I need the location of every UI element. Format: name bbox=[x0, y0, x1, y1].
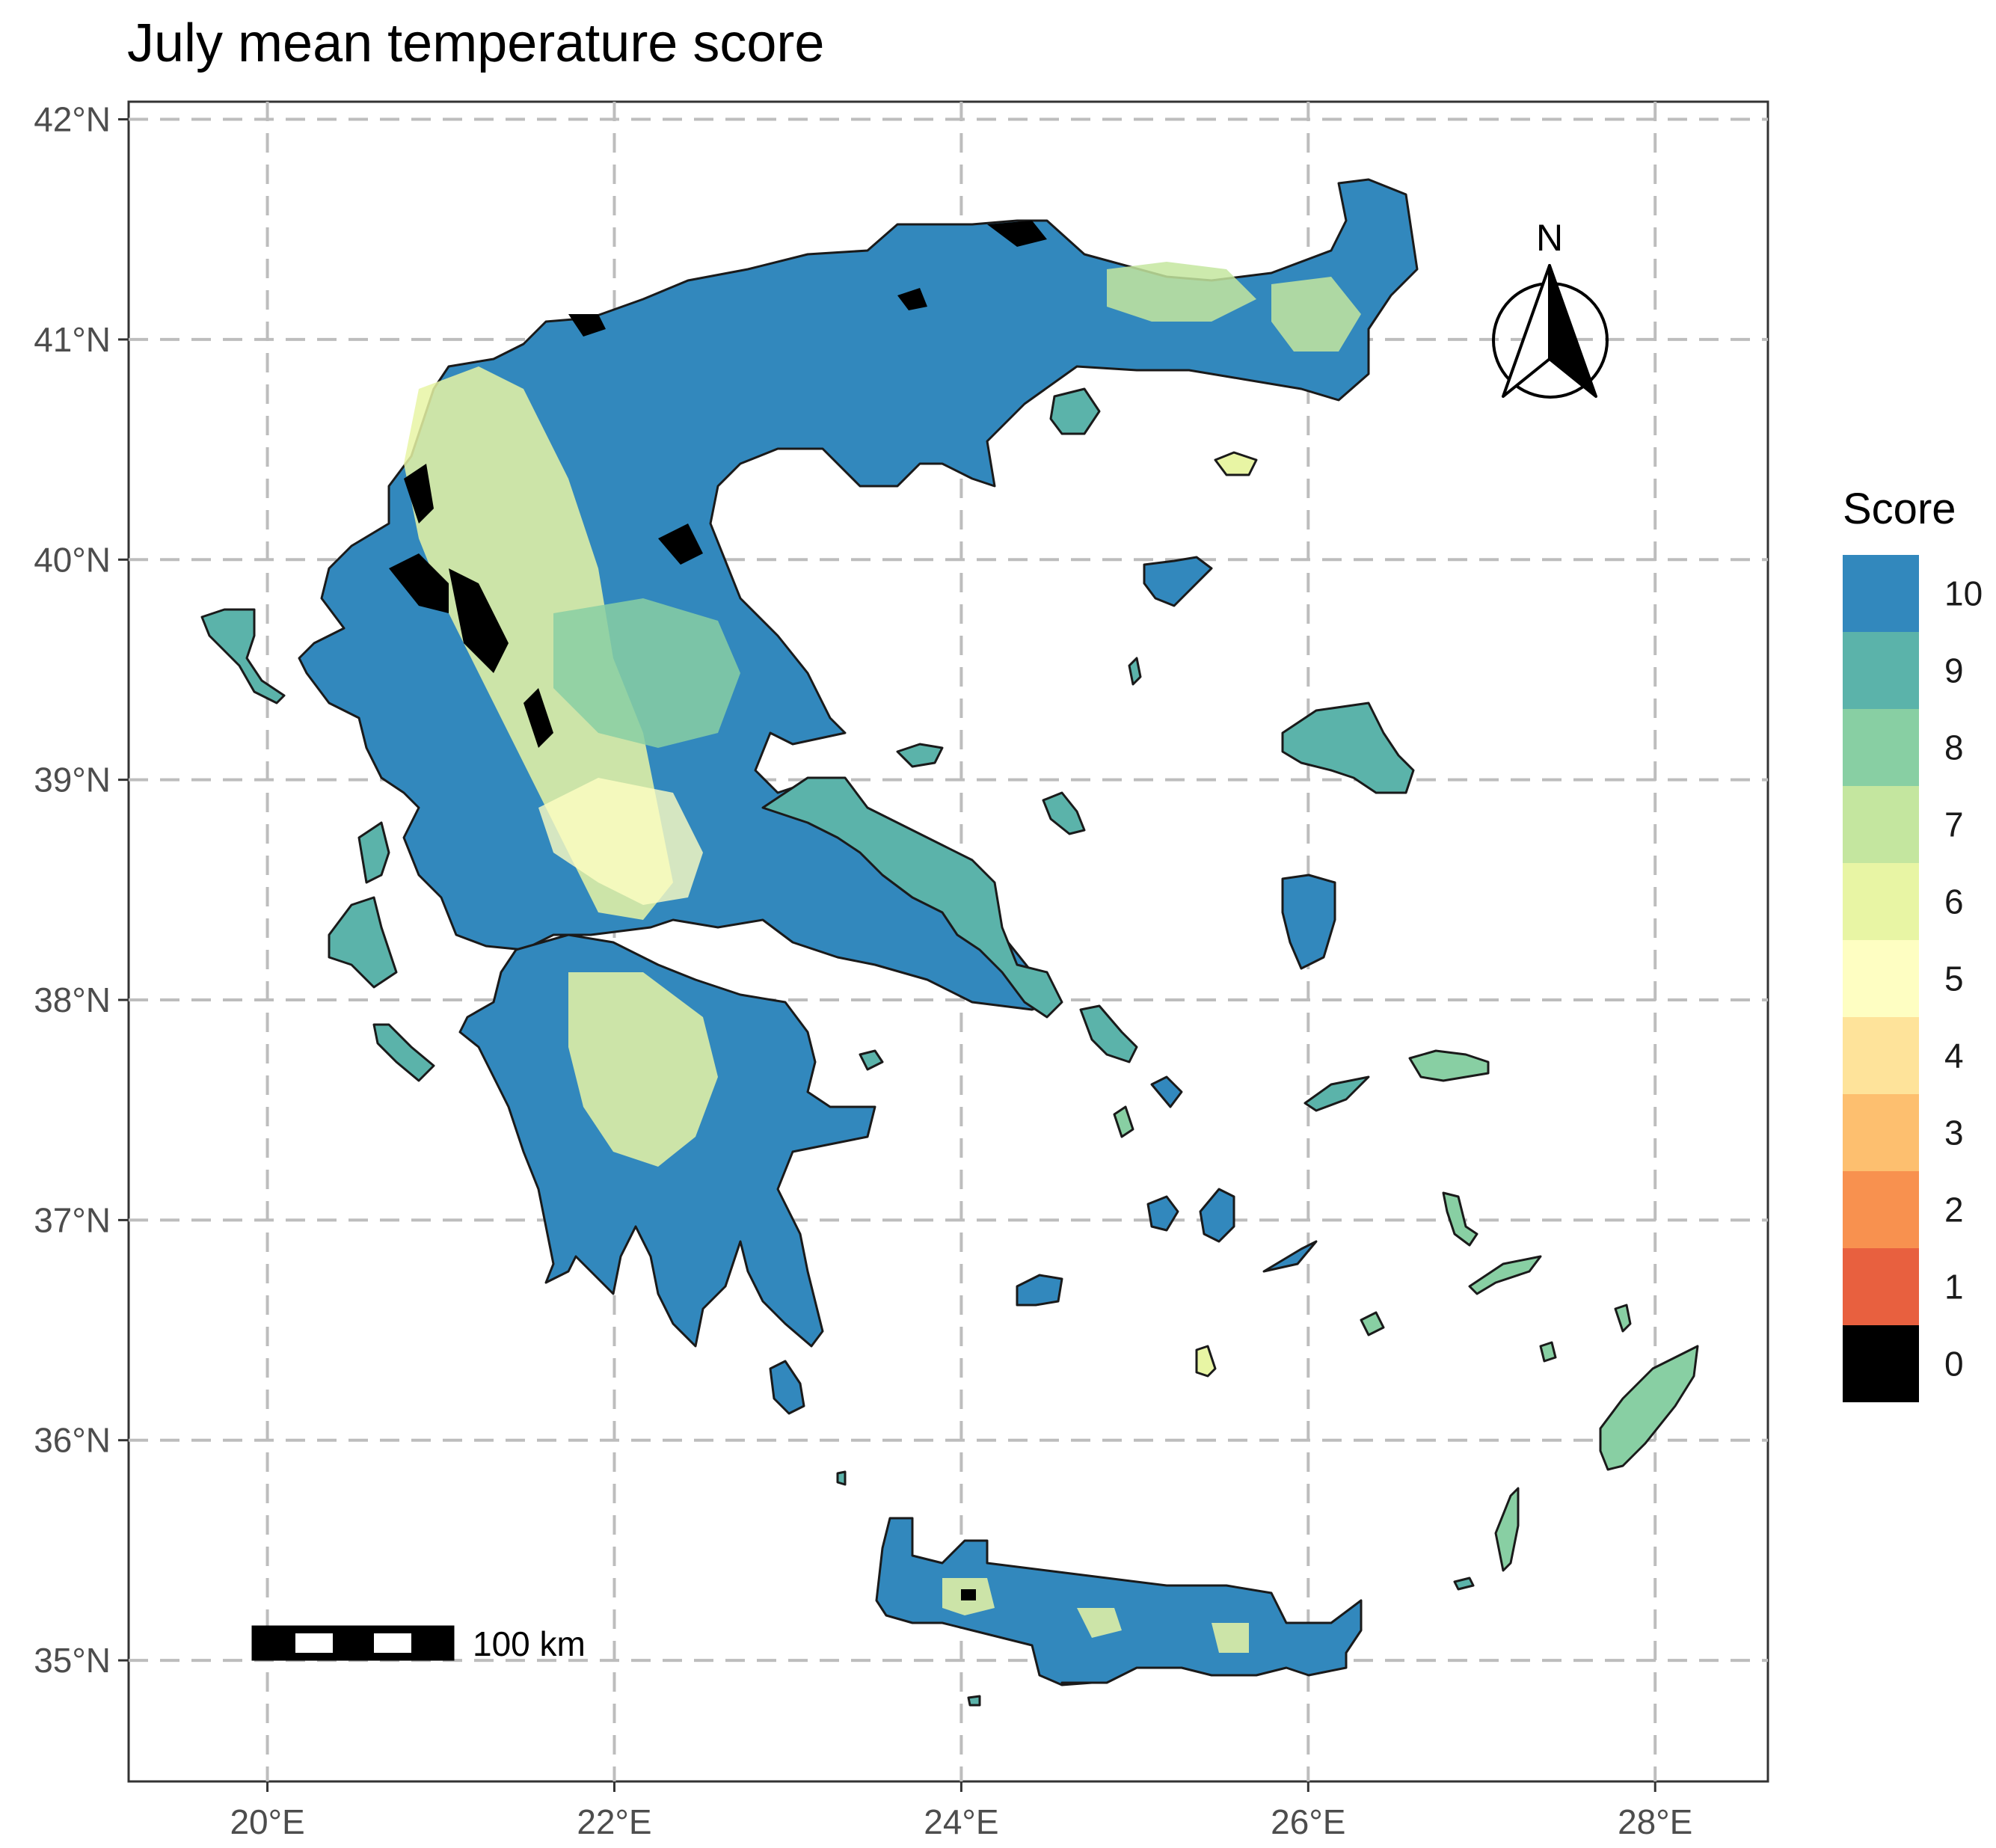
y-tick-label: 40°N bbox=[34, 540, 111, 579]
amorgos-island bbox=[1262, 1240, 1318, 1273]
kefalonia-island bbox=[328, 896, 398, 989]
x-tick-label: 22°E bbox=[577, 1802, 651, 1841]
y-tick-label: 35°N bbox=[34, 1641, 111, 1680]
pindus-peaks bbox=[389, 464, 553, 748]
crete-peaks bbox=[961, 1589, 976, 1600]
x-tick-label: 24°E bbox=[924, 1802, 998, 1841]
thrace-highlands bbox=[1107, 262, 1361, 352]
north-arrow: N bbox=[1492, 217, 1609, 399]
gavdos-island bbox=[967, 1695, 981, 1707]
karpathos-island bbox=[1494, 1487, 1520, 1572]
tinos-island bbox=[1150, 1075, 1183, 1108]
legend-swatch bbox=[1843, 709, 1919, 786]
corfu-island bbox=[200, 608, 286, 704]
thasos-island bbox=[1049, 387, 1101, 435]
samothrace-island bbox=[1214, 451, 1258, 476]
antikythera-island bbox=[836, 1470, 847, 1486]
y-tick-label: 42°N bbox=[34, 100, 111, 139]
crete-highlands bbox=[942, 1578, 1249, 1653]
euboea bbox=[761, 776, 1063, 1019]
legend-swatch bbox=[1843, 632, 1919, 709]
lefkada-island bbox=[357, 821, 390, 884]
scale-bar-label: 100 km bbox=[473, 1624, 586, 1663]
legend-label: 9 bbox=[1944, 651, 1964, 690]
x-tick-label: 20°E bbox=[230, 1802, 304, 1841]
legend-swatch bbox=[1843, 786, 1919, 863]
thessaly-plain bbox=[553, 598, 740, 748]
legend-label: 1 bbox=[1944, 1268, 1964, 1307]
limnos-island bbox=[1143, 556, 1213, 607]
kasos-island bbox=[1453, 1577, 1475, 1591]
legend-swatch bbox=[1843, 1248, 1919, 1325]
kos-island bbox=[1468, 1255, 1542, 1295]
y-tick-label: 39°N bbox=[34, 761, 111, 799]
scale-bar: 100 km bbox=[251, 1624, 586, 1663]
legend-label: 10 bbox=[1944, 574, 1983, 613]
sporades-islands bbox=[896, 743, 944, 768]
ikaria-island bbox=[1303, 1075, 1370, 1112]
legend-label: 7 bbox=[1944, 805, 1964, 844]
zakynthos-island bbox=[372, 1023, 435, 1082]
syros-island bbox=[1113, 1105, 1134, 1138]
kythira-island bbox=[769, 1360, 805, 1415]
north-arrow-label: N bbox=[1536, 217, 1563, 259]
northern-peaks bbox=[568, 221, 1047, 337]
legend-label: 6 bbox=[1944, 882, 1964, 921]
lesbos-island bbox=[1281, 702, 1415, 794]
peloponnese-highlands bbox=[568, 972, 718, 1167]
olympus-peak bbox=[658, 524, 703, 565]
samos-island bbox=[1408, 1049, 1490, 1082]
legend-swatch bbox=[1843, 1017, 1919, 1094]
legend-swatch bbox=[1843, 940, 1919, 1017]
y-tick-label: 38°N bbox=[34, 980, 111, 1019]
map-title: July mean temperature score bbox=[127, 13, 824, 73]
central-highlands bbox=[538, 778, 703, 905]
chios-island bbox=[1281, 874, 1336, 970]
andros-island bbox=[1079, 1004, 1138, 1063]
santorini-island bbox=[1195, 1345, 1217, 1378]
relief-overlay bbox=[389, 221, 1361, 1653]
legend-label: 4 bbox=[1944, 1037, 1964, 1075]
legend-swatch bbox=[1843, 555, 1919, 632]
salamina-aegina-islands bbox=[859, 1049, 884, 1071]
legend-swatch bbox=[1843, 1094, 1919, 1171]
legend-swatch bbox=[1843, 1171, 1919, 1248]
graticule bbox=[129, 102, 1768, 1781]
naxos-island bbox=[1199, 1188, 1235, 1243]
legend-label: 0 bbox=[1944, 1345, 1964, 1384]
legend-title: Score bbox=[1843, 485, 1956, 533]
legend-label: 8 bbox=[1944, 728, 1964, 767]
small-dodecanese-island-2 bbox=[1539, 1341, 1557, 1363]
x-tick-label: 26°E bbox=[1271, 1802, 1345, 1841]
legend-swatch bbox=[1843, 1325, 1919, 1402]
x-tick-label: 28°E bbox=[1618, 1802, 1692, 1841]
scale-bar-segment bbox=[295, 1633, 333, 1653]
small-dodecanese-island-1 bbox=[1614, 1304, 1632, 1333]
dodecanese-islets bbox=[1442, 1191, 1478, 1247]
north-arrow-right-half bbox=[1548, 264, 1597, 398]
milos-island bbox=[1016, 1274, 1063, 1307]
scale-bar-segment bbox=[374, 1633, 411, 1653]
axis-ticks bbox=[118, 118, 1656, 1792]
rhodes-island bbox=[1599, 1345, 1699, 1471]
scale-bar-frame bbox=[251, 1625, 455, 1661]
small-dodecanese-island-3 bbox=[1360, 1311, 1385, 1336]
skyros-island bbox=[1042, 791, 1086, 835]
legend-swatch bbox=[1843, 863, 1919, 940]
y-tick-label: 41°N bbox=[34, 320, 111, 359]
legend-label: 3 bbox=[1944, 1114, 1964, 1152]
paros-island bbox=[1146, 1195, 1179, 1232]
agios-efstratios-island bbox=[1128, 657, 1142, 686]
y-tick-label: 37°N bbox=[34, 1200, 111, 1239]
legend-label: 2 bbox=[1944, 1191, 1964, 1230]
y-tick-label: 36°N bbox=[34, 1421, 111, 1460]
axis-labels: 20°E 22°E 24°E 26°E 28°E 42°N 41°N 40°N 39°N 38°N… bbox=[34, 100, 1692, 1841]
legend-label: 5 bbox=[1944, 960, 1964, 998]
